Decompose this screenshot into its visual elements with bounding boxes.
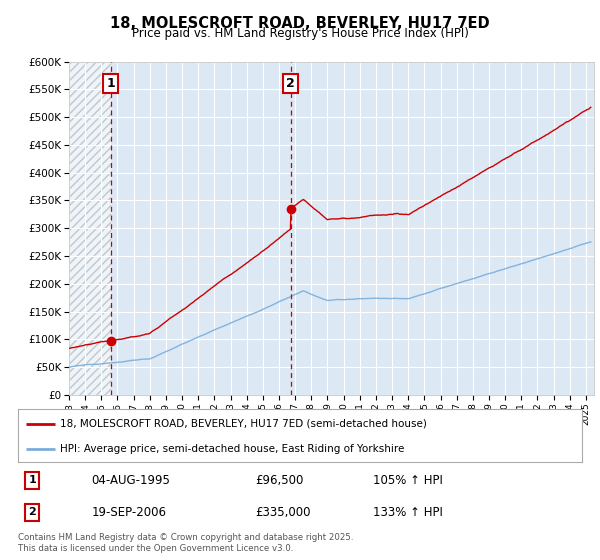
Text: HPI: Average price, semi-detached house, East Riding of Yorkshire: HPI: Average price, semi-detached house,… [60, 444, 404, 454]
Text: Price paid vs. HM Land Registry's House Price Index (HPI): Price paid vs. HM Land Registry's House … [131, 27, 469, 40]
Text: 19-SEP-2006: 19-SEP-2006 [91, 506, 166, 519]
Text: 2: 2 [286, 77, 295, 90]
Text: 18, MOLESCROFT ROAD, BEVERLEY, HU17 7ED: 18, MOLESCROFT ROAD, BEVERLEY, HU17 7ED [110, 16, 490, 31]
Text: 105% ↑ HPI: 105% ↑ HPI [373, 474, 443, 487]
Text: 1: 1 [28, 475, 36, 486]
Text: 1: 1 [106, 77, 115, 90]
Text: 2: 2 [28, 507, 36, 517]
Text: 04-AUG-1995: 04-AUG-1995 [91, 474, 170, 487]
Text: £335,000: £335,000 [255, 506, 310, 519]
Text: 18, MOLESCROFT ROAD, BEVERLEY, HU17 7ED (semi-detached house): 18, MOLESCROFT ROAD, BEVERLEY, HU17 7ED … [60, 419, 427, 429]
Text: £96,500: £96,500 [255, 474, 303, 487]
Text: Contains HM Land Registry data © Crown copyright and database right 2025.
This d: Contains HM Land Registry data © Crown c… [18, 533, 353, 553]
Text: 133% ↑ HPI: 133% ↑ HPI [373, 506, 443, 519]
